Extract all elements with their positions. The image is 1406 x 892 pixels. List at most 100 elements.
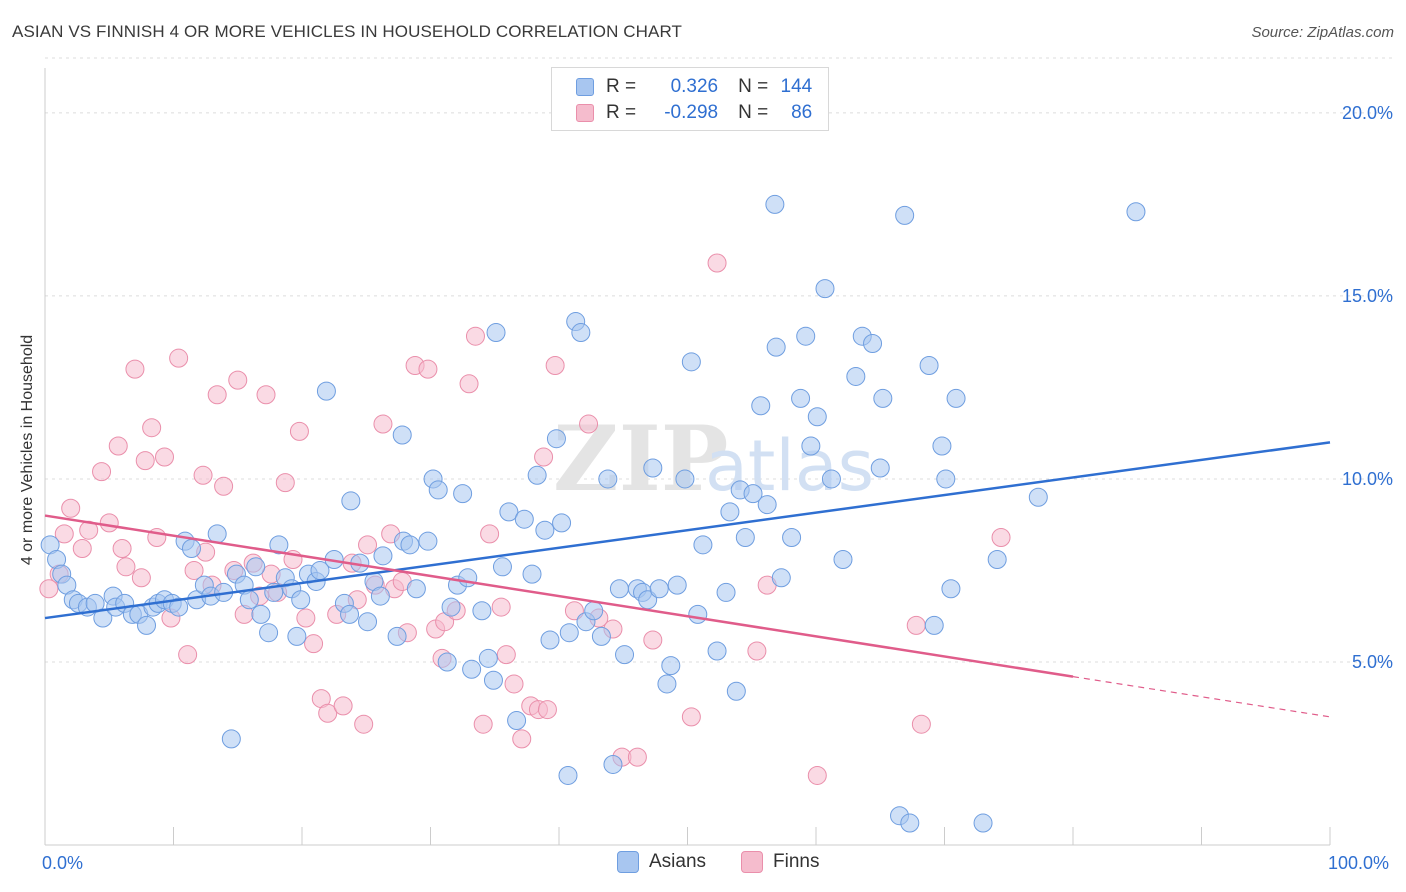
finn-point [99, 513, 119, 533]
finn-point [108, 436, 128, 456]
asian-point [603, 754, 623, 774]
asian-point [870, 458, 890, 478]
finns-swatch [576, 104, 594, 122]
watermark: ZIP atlas [553, 406, 874, 512]
finn-point [112, 539, 132, 559]
finn-point [296, 608, 316, 628]
finn-point [579, 414, 599, 434]
asian-point [316, 381, 336, 401]
asian-point [782, 528, 802, 548]
asian-point [833, 549, 853, 569]
asians-trend-line [44, 441, 1331, 620]
asian-point [924, 615, 944, 635]
asian-point [609, 579, 629, 599]
asian-point [373, 546, 393, 566]
asian-point [462, 659, 482, 679]
asian-point [527, 465, 547, 485]
asian-point [757, 495, 777, 515]
finn-point [228, 370, 248, 390]
asian-point [873, 388, 893, 408]
asian-point [688, 604, 708, 624]
legend-n-label: N = [738, 102, 769, 123]
finn-point [184, 560, 204, 580]
asian-point [791, 388, 811, 408]
legend-row-asians: R = 0.326 N = 144 [576, 75, 812, 99]
asian-point [358, 612, 378, 632]
asian-point [973, 813, 993, 833]
finn-point [480, 524, 500, 544]
trend-lines [44, 441, 1331, 718]
asian-point [251, 604, 271, 624]
asian-point [259, 623, 279, 643]
asian-point [340, 604, 360, 624]
asian-point [584, 601, 604, 621]
asian-point [649, 579, 669, 599]
asian-point [458, 568, 478, 588]
finn-point [333, 696, 353, 716]
finn-point [707, 253, 727, 273]
finns-trend-extension [1072, 676, 1331, 718]
asian-point [765, 194, 785, 214]
asian-point [418, 531, 438, 551]
finn-point [131, 568, 151, 588]
asian-point [667, 575, 687, 595]
legend-r-value: -0.298 [664, 102, 719, 123]
asian-point [546, 429, 566, 449]
legend-item-asians[interactable]: Asians [617, 851, 706, 873]
asian-point [453, 484, 473, 504]
legend-r-value: 0.326 [670, 76, 719, 97]
finn-point [275, 473, 295, 493]
asian-point [246, 557, 266, 577]
legend-n-value: 144 [780, 76, 813, 97]
asian-point [1028, 487, 1048, 507]
finn-point [135, 451, 155, 471]
asian-point [478, 648, 498, 668]
finn-point [39, 579, 59, 599]
asian-point [287, 626, 307, 646]
asian-point [936, 469, 956, 489]
asian-point [815, 279, 835, 299]
asian-point [370, 586, 390, 606]
legend-item-finns[interactable]: Finns [741, 851, 819, 873]
finn-point [491, 597, 511, 617]
finn-point [545, 355, 565, 375]
finn-point [289, 421, 309, 441]
asian-point [771, 568, 791, 588]
asian-point [499, 502, 519, 522]
finn-point [116, 557, 136, 577]
finn-point [207, 385, 227, 405]
asian-point [239, 590, 259, 610]
finn-point [681, 707, 701, 727]
y-tick-label: 15.0% [1342, 286, 1393, 306]
finn-point [318, 703, 338, 723]
asian-point [571, 323, 591, 343]
finns-legend-label: Finns [773, 851, 820, 872]
finn-point [72, 539, 92, 559]
asian-point [900, 813, 920, 833]
y-tick-label: 20.0% [1342, 103, 1393, 123]
asian-point [846, 366, 866, 386]
finn-point [169, 348, 189, 368]
asian-point [801, 436, 821, 456]
finn-point [61, 498, 81, 518]
asian-point [428, 480, 448, 500]
stats-legend: R = 0.326 N = 144 R = -0.298 N = 86 [551, 67, 829, 131]
finns-trend-line [44, 514, 1074, 678]
asian-point [486, 323, 506, 343]
asian-point [559, 623, 579, 643]
asian-point [643, 458, 663, 478]
asian-point [1126, 202, 1146, 222]
finn-point [373, 414, 393, 434]
watermark-atlas: atlas [705, 425, 874, 507]
finn-point [142, 418, 162, 438]
y-tick-label: 5.0% [1352, 652, 1393, 672]
asian-point [472, 601, 492, 621]
asian-point [441, 597, 461, 617]
asian-point [207, 524, 227, 544]
asian-point [751, 396, 771, 416]
finn-point [354, 714, 374, 734]
finns-legend-swatch [741, 851, 763, 873]
x-tick-label-max: 100.0% [1328, 853, 1390, 873]
finn-point [643, 630, 663, 650]
asian-point [735, 528, 755, 548]
